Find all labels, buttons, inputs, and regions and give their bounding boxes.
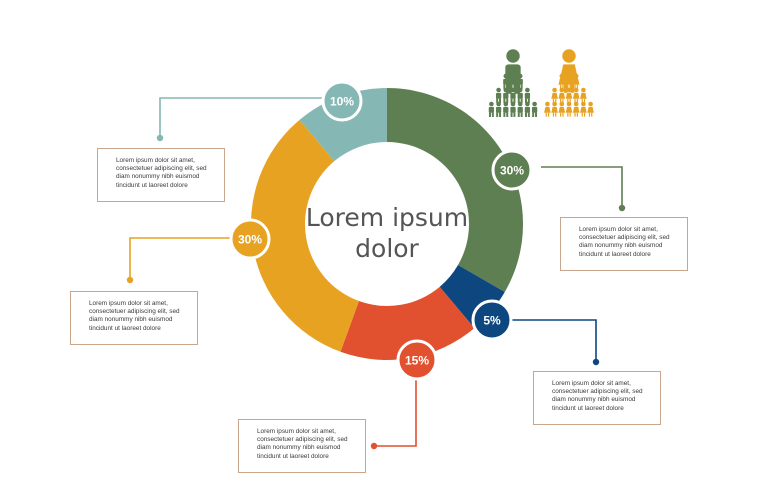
percentage-badges: 30% 5% 15% 30% 10% bbox=[229, 80, 533, 381]
badge-label-orange: 30% bbox=[238, 233, 262, 247]
center-title-line-1: Lorem ipsum bbox=[306, 203, 468, 232]
people-icons bbox=[488, 49, 594, 117]
male-person-icon bbox=[524, 101, 531, 117]
connector-line-green bbox=[541, 166, 623, 208]
text-box-red: Lorem ipsum dolor sit amet, consectetuer… bbox=[238, 419, 366, 473]
connector-line-navy bbox=[510, 319, 597, 362]
connector-dot-navy bbox=[592, 358, 600, 366]
male-person-icon bbox=[503, 73, 509, 89]
badge-green bbox=[491, 149, 533, 191]
female-person-icon bbox=[558, 73, 566, 89]
male-person-icon bbox=[488, 101, 495, 117]
donut-slice-green bbox=[387, 88, 523, 292]
male-person-icon bbox=[517, 101, 523, 117]
male-group-icon bbox=[488, 49, 538, 117]
donut-slice-orange bbox=[250, 119, 359, 352]
badge-label-red: 15% bbox=[405, 354, 429, 368]
text-box-red-text: Lorem ipsum dolor sit amet, consectetuer… bbox=[257, 428, 348, 460]
female-person-icon bbox=[551, 101, 558, 117]
text-box-teal-text: Lorem ipsum dolor sit amet, consectetuer… bbox=[116, 157, 207, 189]
connector-dot-red bbox=[370, 442, 378, 450]
male-person-icon bbox=[510, 101, 516, 117]
male-person-icon bbox=[503, 101, 509, 117]
connector-dot-teal bbox=[156, 134, 164, 142]
connector-dot-orange bbox=[126, 276, 134, 284]
badge-label-green: 30% bbox=[500, 164, 524, 178]
text-box-teal: Lorem ipsum dolor sit amet, consectetuer… bbox=[97, 148, 225, 202]
male-person-icon bbox=[517, 73, 523, 89]
female-person-icon bbox=[572, 87, 580, 103]
text-box-orange: Lorem ipsum dolor sit amet, consectetuer… bbox=[70, 291, 198, 345]
badge-navy bbox=[471, 299, 513, 341]
donut-chart bbox=[250, 88, 523, 360]
female-person-icon bbox=[565, 73, 573, 89]
female-person-icon bbox=[544, 101, 551, 117]
connector-line-teal bbox=[159, 97, 322, 138]
female-person-icon bbox=[551, 87, 558, 103]
center-title: Lorem ipsum dolor bbox=[306, 203, 468, 263]
text-box-navy-text: Lorem ipsum dolor sit amet, consectetuer… bbox=[552, 380, 643, 412]
male-person-icon bbox=[503, 87, 509, 103]
text-box-green: Lorem ipsum dolor sit amet, consectetuer… bbox=[560, 217, 688, 271]
female-person-icon bbox=[565, 101, 573, 117]
female-person-icon bbox=[558, 101, 566, 117]
male-person-icon bbox=[531, 101, 538, 117]
text-box-navy: Lorem ipsum dolor sit amet, consectetuer… bbox=[533, 371, 661, 425]
male-person-icon bbox=[517, 87, 523, 103]
badge-label-teal: 10% bbox=[330, 95, 354, 109]
connector-line-orange bbox=[129, 237, 235, 280]
donut-slice-teal bbox=[299, 88, 387, 162]
text-box-green-text: Lorem ipsum dolor sit amet, consectetuer… bbox=[579, 226, 670, 258]
badge-red bbox=[396, 339, 438, 381]
donut-slice-red bbox=[340, 286, 475, 360]
badge-label-navy: 5% bbox=[483, 314, 501, 328]
male-person-icon bbox=[495, 101, 502, 117]
female-person-icon bbox=[572, 73, 580, 89]
female-person-icon bbox=[559, 49, 579, 93]
female-person-icon bbox=[580, 101, 587, 117]
connector-dot-green bbox=[618, 204, 626, 212]
badge-orange bbox=[229, 218, 271, 260]
male-person-icon bbox=[524, 87, 531, 103]
female-person-icon bbox=[572, 101, 580, 117]
male-person-icon bbox=[505, 49, 521, 94]
connector-line-red bbox=[374, 362, 417, 447]
text-box-orange-text: Lorem ipsum dolor sit amet, consectetuer… bbox=[89, 300, 180, 332]
female-person-icon bbox=[580, 87, 587, 103]
connector-lines bbox=[126, 97, 626, 450]
female-person-icon bbox=[558, 87, 566, 103]
center-title-line-2: dolor bbox=[355, 234, 419, 263]
badge-teal bbox=[321, 80, 363, 122]
female-group-icon bbox=[544, 49, 594, 117]
female-person-icon bbox=[587, 101, 594, 117]
male-person-icon bbox=[510, 73, 516, 89]
male-person-icon bbox=[495, 87, 502, 103]
female-person-icon bbox=[565, 87, 573, 103]
male-person-icon bbox=[510, 87, 516, 103]
